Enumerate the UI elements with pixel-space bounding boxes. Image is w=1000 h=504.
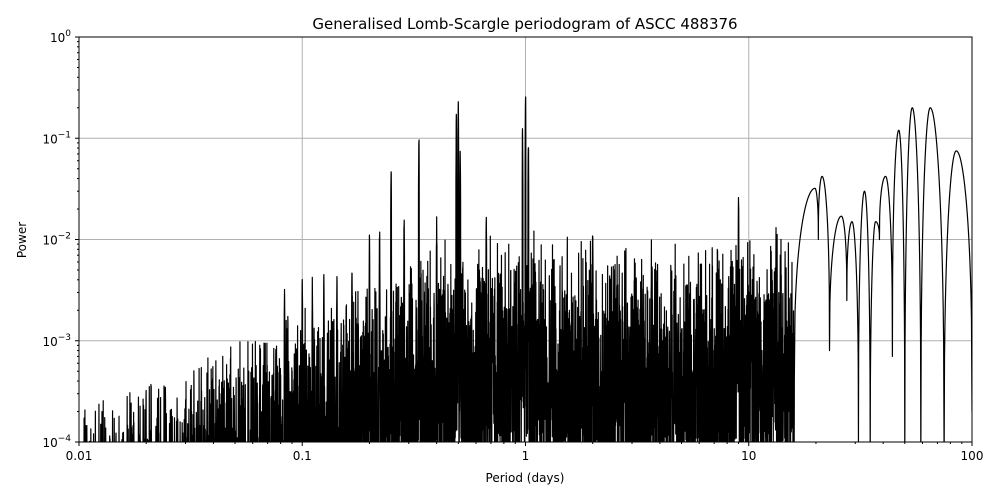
x-tick-label: 1	[522, 449, 530, 463]
y-tick-label: 10−4	[42, 434, 71, 450]
x-tick-label: 0.01	[66, 449, 93, 463]
y-tick-label: 10−2	[42, 232, 71, 248]
y-tick-label: 100	[50, 29, 71, 45]
y-tick-label: 10−1	[42, 130, 71, 146]
series-group	[83, 96, 972, 442]
x-tick-label: 10	[741, 449, 756, 463]
x-tick-label: 0.1	[293, 449, 312, 463]
periodogram-line	[83, 96, 972, 442]
y-axis-label: Power	[15, 222, 29, 258]
x-tick-label: 100	[961, 449, 984, 463]
ticks: 0.01 0.1 1 10 100 10−4 10−3 10−2 10−1 100	[42, 29, 983, 463]
chart-title: Generalised Lomb-Scargle periodogram of …	[312, 15, 737, 33]
y-tick-label: 10−3	[42, 333, 71, 349]
x-axis-label: Period (days)	[486, 471, 565, 485]
